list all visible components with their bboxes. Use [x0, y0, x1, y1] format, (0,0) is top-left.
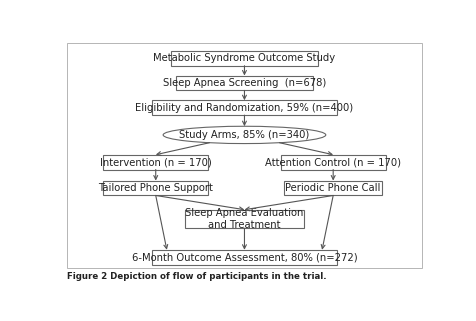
Text: Sleep Apnea Screening  (n=678): Sleep Apnea Screening (n=678) [162, 78, 326, 88]
Text: Intervention (n = 170): Intervention (n = 170) [99, 157, 211, 167]
Text: Figure 2 Depiction of flow of participants in the trial.: Figure 2 Depiction of flow of participan… [67, 272, 326, 281]
FancyBboxPatch shape [185, 210, 303, 228]
FancyBboxPatch shape [152, 100, 336, 115]
Text: 6-Month Outcome Assessment, 80% (n=272): 6-Month Outcome Assessment, 80% (n=272) [131, 252, 357, 262]
Text: Study Arms, 85% (n=340): Study Arms, 85% (n=340) [179, 130, 309, 140]
FancyBboxPatch shape [152, 250, 336, 265]
FancyBboxPatch shape [103, 181, 208, 195]
Text: Sleep Apnea Evaluation
and Treatment: Sleep Apnea Evaluation and Treatment [185, 208, 303, 230]
Text: Attention Control (n = 170): Attention Control (n = 170) [265, 157, 400, 167]
Text: Metabolic Syndrome Outcome Study: Metabolic Syndrome Outcome Study [153, 53, 335, 63]
FancyBboxPatch shape [176, 76, 312, 91]
FancyBboxPatch shape [103, 155, 208, 169]
FancyBboxPatch shape [284, 181, 381, 195]
FancyBboxPatch shape [170, 51, 318, 66]
Text: Tailored Phone Support: Tailored Phone Support [98, 183, 213, 193]
Ellipse shape [163, 126, 325, 143]
FancyBboxPatch shape [280, 155, 385, 169]
Text: Periodic Phone Call: Periodic Phone Call [285, 183, 380, 193]
Text: Eligibility and Randomization, 59% (n=400): Eligibility and Randomization, 59% (n=40… [135, 103, 353, 113]
